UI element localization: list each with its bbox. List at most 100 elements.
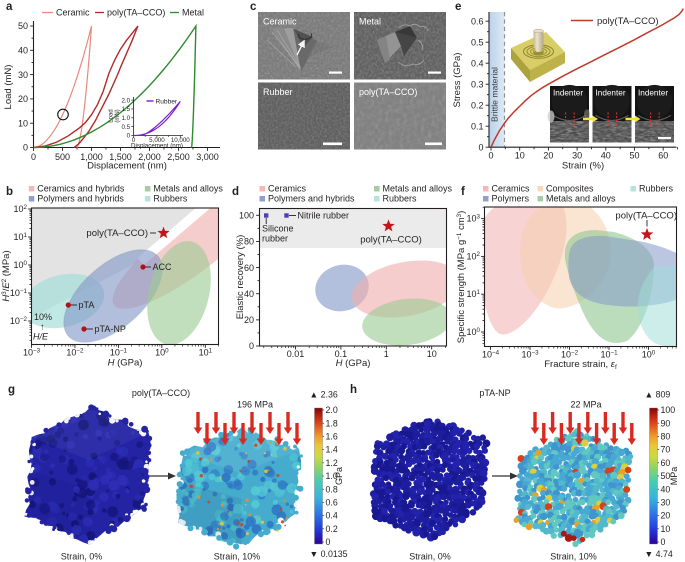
svg-text:30: 30 [661,498,671,508]
svg-text:Rubbers: Rubbers [639,183,674,193]
svg-text:101: 101 [14,232,28,242]
svg-text:50: 50 [18,21,28,31]
svg-text:0.5: 0.5 [471,37,484,47]
svg-text:500: 500 [55,152,70,162]
svg-text:0: 0 [488,151,493,161]
svg-text:Elastic recovery (%): Elastic recovery (%) [235,235,246,319]
svg-text:Specific strength (MPa g−1 cm3: Specific strength (MPa g−1 cm3) [456,211,467,344]
svg-text:10%: 10% [34,312,52,322]
svg-text:20: 20 [543,151,553,161]
svg-text:0.3: 0.3 [471,79,484,89]
svg-text:▲ 2.36: ▲ 2.36 [310,390,338,400]
svg-text:Load (mN): Load (mN) [3,65,14,110]
svg-text:10−3: 10−3 [521,350,539,360]
svg-text:Metals and alloys: Metals and alloys [546,193,616,203]
svg-text:Polymers and hybrids: Polymers and hybrids [37,193,124,203]
svg-text:Metal: Metal [359,17,381,27]
svg-text:Nitrile rubber: Nitrile rubber [298,211,350,221]
svg-text:1.6: 1.6 [326,432,338,442]
svg-text:10,000: 10,000 [171,137,190,144]
svg-text:10−1: 10−1 [600,350,618,360]
svg-text:0: 0 [661,537,666,547]
svg-text:0.6: 0.6 [471,16,484,26]
svg-text:H (GPa): H (GPa) [336,358,371,369]
svg-text:30: 30 [18,70,28,80]
svg-text:Ceramics: Ceramics [268,183,307,193]
svg-text:Displacement (nm): Displacement (nm) [131,142,183,149]
svg-text:Rubber: Rubber [156,98,178,105]
svg-text:90: 90 [661,418,671,428]
svg-text:101: 101 [199,348,213,358]
svg-text:Ceramics and hybrids: Ceramics and hybrids [37,183,125,193]
svg-text:b: b [6,186,13,198]
svg-text:0.1: 0.1 [335,349,348,359]
svg-text:pTA-NP: pTA-NP [95,324,126,334]
svg-text:Ceramic: Ceramic [263,17,297,27]
svg-text:101: 101 [467,289,481,299]
svg-text:▼ 4.74: ▼ 4.74 [645,549,673,559]
svg-text:40: 40 [601,151,611,161]
svg-text:103: 103 [467,213,481,223]
svg-text:Displacement (nm): Displacement (nm) [87,161,167,172]
svg-text:10−2: 10−2 [66,348,84,358]
svg-text:poly(TA–CCO): poly(TA–CCO) [615,211,677,222]
svg-text:1.8: 1.8 [326,418,338,428]
svg-text:60: 60 [658,151,668,161]
svg-text:0.2: 0.2 [471,100,484,110]
svg-text:0: 0 [326,537,331,547]
svg-text:60: 60 [661,458,671,468]
svg-text:60: 60 [244,263,254,273]
svg-text:Strain, 0%: Strain, 0% [61,552,103,562]
svg-text:1.2: 1.2 [326,458,338,468]
svg-text:10−3: 10−3 [23,348,41,358]
svg-text:0.5: 0.5 [121,124,130,131]
svg-text:Rubbers: Rubbers [383,193,418,203]
svg-text:a: a [6,1,13,13]
svg-text:10−4: 10−4 [482,350,500,360]
svg-text:5,000: 5,000 [149,137,165,144]
svg-text:1.4: 1.4 [326,445,338,455]
svg-text:Strain, 10%: Strain, 10% [214,552,261,562]
svg-text:102: 102 [14,204,28,214]
svg-text:10−2: 10−2 [10,316,28,326]
svg-text:c: c [250,1,257,13]
svg-text:0.4: 0.4 [326,511,338,521]
svg-text:poly(TA–CCO): poly(TA–CCO) [86,228,148,239]
svg-text:Silicone: Silicone [262,224,294,234]
svg-text:100: 100 [155,348,169,358]
svg-text:10: 10 [18,118,28,128]
svg-text:0.6: 0.6 [326,498,338,508]
svg-text:H (GPa): H (GPa) [108,358,143,369]
svg-text:0.1: 0.1 [471,121,484,131]
svg-text:100: 100 [239,211,254,221]
svg-text:10−2: 10−2 [561,350,579,360]
svg-text:100: 100 [467,327,481,337]
svg-text:40: 40 [661,484,671,494]
svg-text:ACC: ACC [153,262,173,272]
svg-text:40: 40 [18,46,28,56]
svg-text:1.5: 1.5 [121,106,130,113]
svg-text:10: 10 [515,151,525,161]
svg-text:Metal: Metal [182,8,204,18]
svg-text:Rubbers: Rubbers [153,193,188,203]
svg-text:10−1: 10−1 [110,348,128,358]
svg-text:100: 100 [642,350,656,360]
svg-text:Indenter: Indenter [553,89,583,98]
svg-text:MPa: MPa [669,467,679,486]
svg-text:1,000: 1,000 [80,152,103,162]
svg-text:↑: ↑ [40,322,45,332]
svg-text:poly(TA–CCO): poly(TA–CCO) [107,8,165,18]
svg-text:Strain, 10%: Strain, 10% [550,552,597,562]
svg-text:1.0: 1.0 [326,471,338,481]
svg-text:poly(TA–CCO): poly(TA–CCO) [597,16,659,27]
svg-text:f: f [461,186,465,198]
svg-text:GPa: GPa [334,467,344,485]
svg-text:0: 0 [23,143,28,153]
svg-text:▲ 809: ▲ 809 [645,390,671,400]
svg-text:0.01: 0.01 [287,349,305,359]
svg-text:H3/E2 (MPa): H3/E2 (MPa) [1,250,12,301]
svg-text:poly(TA–CCO): poly(TA–CCO) [359,87,417,97]
svg-text:H/E: H/E [33,332,49,342]
svg-text:50: 50 [629,151,639,161]
svg-text:Strain (%): Strain (%) [562,161,604,172]
